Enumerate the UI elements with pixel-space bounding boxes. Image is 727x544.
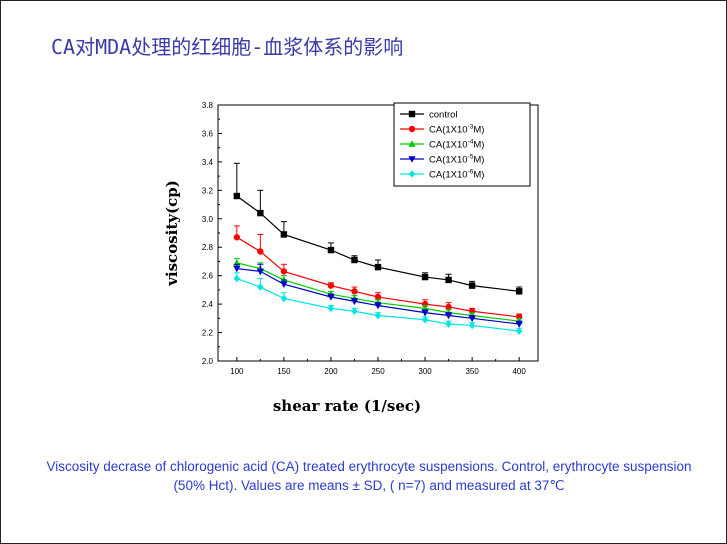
data-point <box>351 288 358 295</box>
y-tick-label: 3.8 <box>202 101 214 110</box>
data-point <box>421 309 429 317</box>
data-point <box>350 298 359 306</box>
y-tick-label: 3.0 <box>202 215 214 224</box>
data-point <box>233 265 241 273</box>
legend-label-exponent: -6 <box>468 169 474 176</box>
y-tick-label: 3.4 <box>202 158 214 167</box>
legend-label-unit: M) <box>473 155 484 166</box>
x-tick-label: 350 <box>465 367 479 376</box>
legend-label: CA(1X10-4M) <box>429 139 484 151</box>
y-tick-label: 2.8 <box>202 243 214 252</box>
legend-label-main: CA(1X10 <box>429 170 468 181</box>
x-tick-label: 300 <box>418 367 432 376</box>
slide-title: CA对MDA处理的红细胞-血浆体系的影响 <box>51 35 404 59</box>
series-line <box>236 262 520 322</box>
data-point <box>280 268 288 275</box>
legend-label-main: CA(1X10 <box>429 155 468 166</box>
data-point <box>421 273 429 281</box>
data-point <box>444 312 453 320</box>
data-point <box>256 268 264 276</box>
data-point <box>374 263 382 271</box>
data-point <box>233 234 241 241</box>
series-control <box>233 162 523 295</box>
data-point <box>468 321 476 330</box>
series-line <box>236 195 520 292</box>
legend-marker <box>408 125 416 133</box>
x-tick-label: 250 <box>371 367 385 376</box>
x-tick-label: 100 <box>230 367 244 376</box>
data-point <box>327 304 335 313</box>
data-point <box>327 294 335 301</box>
legend-label: CA(1X10-3M) <box>429 124 484 136</box>
legend-marker <box>408 110 416 118</box>
legend-label-exponent: -3 <box>468 124 474 131</box>
data-point <box>280 281 288 288</box>
series-line <box>236 236 520 318</box>
data-point <box>327 282 335 289</box>
viscosity-chart: 2.0 2.2 2.4 2.6 2.8 3.0 3.2 3.4 3.6 3.8 100 150 200 2… <box>163 101 539 415</box>
legend-label-exponent: -4 <box>468 139 474 146</box>
y-tick-label: 2.2 <box>202 329 214 338</box>
legend: controlCA(1X10-3M)CA(1X10-4M)CA(1X10-5M)… <box>393 102 531 187</box>
y-tick-label: 2.4 <box>202 300 214 309</box>
data-point <box>351 256 358 264</box>
legend-label: CA(1X10-6M) <box>429 169 484 181</box>
y-tick-label: 2.6 <box>202 272 214 281</box>
y-tick-label: 3.6 <box>202 129 214 138</box>
data-point <box>468 315 476 323</box>
legend-label: CA(1X10-5M) <box>429 154 484 166</box>
series-line <box>236 267 520 325</box>
x-tick-label: 150 <box>277 367 291 376</box>
legend-label-main: CA(1X10 <box>429 125 468 136</box>
legend-label-exponent: -5 <box>468 154 474 161</box>
data-point <box>280 294 288 303</box>
series-CA(1X10-5M) <box>233 263 523 328</box>
legend-label-unit: M) <box>473 170 484 181</box>
data-point <box>257 248 264 255</box>
data-point <box>233 192 241 200</box>
data-point <box>257 209 264 217</box>
legend-marker <box>408 140 416 147</box>
legend-marker <box>408 156 416 163</box>
data-point <box>374 302 382 310</box>
data-point <box>351 307 358 316</box>
y-tick-label: 2.0 <box>202 357 214 366</box>
legend-marker <box>408 170 416 178</box>
data-point <box>374 311 382 320</box>
data-point <box>445 276 452 284</box>
data-point <box>374 293 382 301</box>
data-point <box>233 274 241 283</box>
data-point <box>421 315 429 324</box>
legend-label-unit: M) <box>473 140 484 151</box>
legend-label-main: CA(1X10 <box>429 140 468 151</box>
y-tick-label: 3.2 <box>202 186 214 195</box>
legend-label-unit: M) <box>473 125 484 136</box>
data-point <box>327 246 335 254</box>
legend-label: control <box>429 110 458 121</box>
x-tick-label: 200 <box>324 367 338 376</box>
data-point <box>468 282 476 289</box>
data-point <box>445 320 452 328</box>
x-tick-label: 400 <box>512 367 526 376</box>
axes-layer: 2.0 2.2 2.4 2.6 2.8 3.0 3.2 3.4 3.6 3.8 100 150 200 2… <box>202 101 527 376</box>
series-layer <box>233 162 523 335</box>
data-point <box>257 283 264 291</box>
series-line <box>236 277 520 332</box>
data-point <box>445 303 452 311</box>
data-point <box>515 288 523 295</box>
x-axis-label: shear rate (1/sec) <box>273 397 421 415</box>
y-axis-label: viscosity(cp) <box>163 180 181 287</box>
data-point <box>515 321 523 328</box>
figure-caption: Viscosity decrase of chlorogenic acid (C… <box>46 459 692 493</box>
data-point <box>280 231 288 238</box>
legend-label-main: control <box>429 110 458 121</box>
